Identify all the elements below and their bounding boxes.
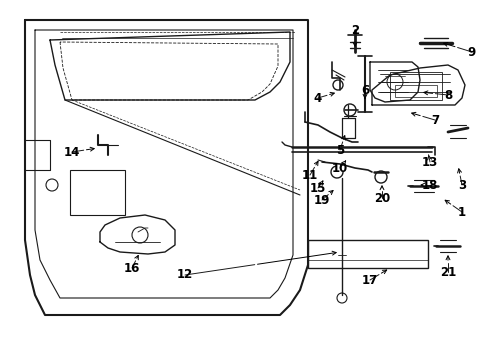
Text: 11: 11 [302, 168, 318, 181]
Text: 16: 16 [124, 261, 140, 275]
Text: 8: 8 [444, 89, 452, 102]
Text: 21: 21 [440, 266, 456, 279]
Text: 3: 3 [458, 179, 466, 192]
Text: 6: 6 [361, 84, 369, 96]
Text: 13: 13 [422, 156, 438, 168]
Text: 9: 9 [468, 45, 476, 59]
Text: 15: 15 [310, 181, 326, 194]
Text: 19: 19 [314, 194, 330, 207]
Text: 2: 2 [351, 23, 359, 36]
Text: 12: 12 [177, 269, 193, 282]
Text: 17: 17 [362, 274, 378, 287]
Text: 5: 5 [336, 144, 344, 157]
Text: 20: 20 [374, 192, 390, 204]
Text: 1: 1 [458, 206, 466, 219]
Text: 4: 4 [314, 91, 322, 104]
Text: 14: 14 [64, 145, 80, 158]
Text: 10: 10 [332, 162, 348, 175]
Text: 18: 18 [422, 179, 438, 192]
Text: 7: 7 [431, 113, 439, 126]
